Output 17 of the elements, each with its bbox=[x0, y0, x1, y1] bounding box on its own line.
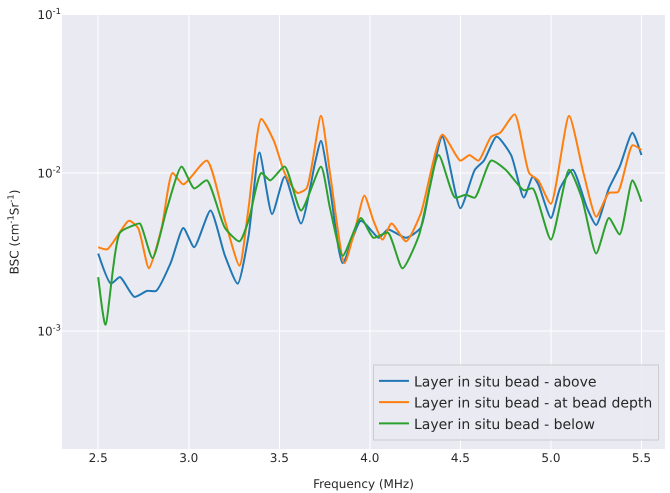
legend-label: Layer in situ bead - at bead depth bbox=[414, 396, 652, 412]
line-series bbox=[97, 132, 642, 298]
legend-label: Layer in situ bead - above bbox=[414, 374, 597, 390]
x-tick-label: 3.5 bbox=[270, 451, 289, 465]
x-axis-title: Frequency (MHz) bbox=[313, 476, 414, 491]
x-tick-label: 5.0 bbox=[541, 451, 560, 465]
y-tick-label: 10$^{-2}$ bbox=[37, 164, 61, 180]
line-series bbox=[97, 113, 642, 270]
x-tick-label: 3.0 bbox=[179, 451, 198, 465]
x-tick-label: 5.5 bbox=[632, 451, 652, 465]
x-tick-label: 4.5 bbox=[450, 451, 470, 465]
x-tick-label: 4.0 bbox=[360, 451, 380, 465]
legend-label: Layer in situ bead - below bbox=[414, 416, 595, 433]
line-series bbox=[97, 154, 642, 326]
x-tick-label: 2.5 bbox=[88, 451, 108, 465]
y-tick-label: 10$^{-1}$ bbox=[37, 6, 61, 22]
y-tick-label: 10$^{-3}$ bbox=[37, 322, 61, 338]
